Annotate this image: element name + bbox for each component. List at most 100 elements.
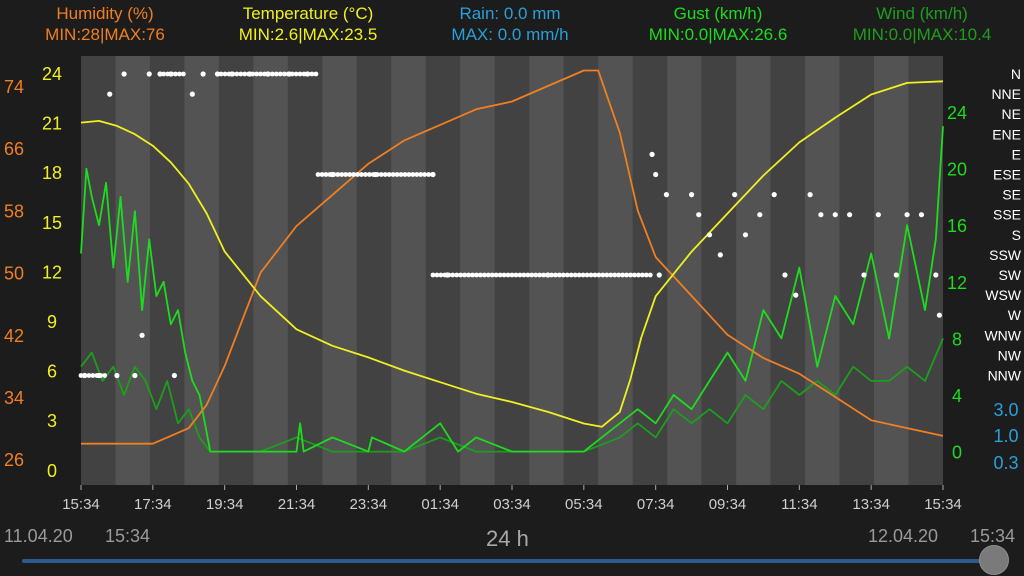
wind-direction-dot <box>285 71 291 77</box>
wind-direction-dot <box>370 172 376 177</box>
wind-direction-dot <box>517 272 523 278</box>
legend-temperature: Temperature (°C) MIN:2.6|MAX:23.5 <box>218 3 398 45</box>
wind-direction-dot <box>537 272 543 278</box>
wind-direction-dot <box>402 172 408 177</box>
series-line-temperature <box>80 80 944 428</box>
wind-direction-dot <box>262 71 267 77</box>
wind-direction-dot <box>454 272 460 278</box>
rain-minmax: MAX: 0.0 mm/h <box>451 25 569 44</box>
speed-tick-label: 12 <box>947 273 967 293</box>
plot-stripe <box>494 56 530 485</box>
temperature-tick-label: 9 <box>47 312 57 332</box>
wind-direction-dot <box>588 272 594 278</box>
wind-direction-dot <box>430 272 436 278</box>
direction-tick-label: NE <box>1002 106 1021 122</box>
wind-direction-dot <box>904 212 910 218</box>
plot-stripe <box>391 56 426 485</box>
wind-direction-dot <box>327 172 333 177</box>
wind-direction-dot <box>313 71 319 77</box>
plot-stripe <box>253 56 288 485</box>
wind-direction-dot <box>442 272 448 278</box>
humidity-tick-label: 26 <box>4 450 24 470</box>
wind-direction-dot <box>121 71 127 77</box>
plot-stripe <box>839 56 875 485</box>
temperature-tick-label: 15 <box>42 213 62 233</box>
wind-direction-dot <box>529 272 535 278</box>
wind-direction-dot <box>438 272 444 278</box>
wind-direction-dot <box>331 172 337 177</box>
wind-direction-dot <box>430 172 436 177</box>
wind-direction-dot <box>323 172 329 177</box>
wind-direction-dot <box>359 172 364 177</box>
wind-direction-dot <box>254 71 260 77</box>
wind-direction-dot <box>226 71 232 77</box>
plot-stripe <box>805 56 840 485</box>
wind-direction-dot <box>568 272 574 278</box>
wind-direction-dot <box>297 71 303 77</box>
wind-direction-dot <box>893 272 899 278</box>
wind-direction-dot <box>489 272 495 278</box>
wind-direction-dot <box>161 71 167 77</box>
wind-direction-dot <box>533 272 539 278</box>
time-slider-handle[interactable] <box>979 545 1009 575</box>
plot-stripe <box>81 56 116 485</box>
wind-direction-dot <box>132 372 138 379</box>
temperature-tick-label: 18 <box>42 163 62 183</box>
temperature-tick-label: 24 <box>42 64 62 84</box>
wind-direction-dot <box>114 372 120 379</box>
wind-direction-dot <box>450 272 456 278</box>
wind-direction-dot <box>146 71 152 77</box>
wind-direction-dot <box>266 71 271 77</box>
wind-direction-dot <box>620 272 626 278</box>
speed-tick-label: 4 <box>952 386 962 406</box>
wind-direction-dot <box>367 172 372 177</box>
wind-direction-dot <box>757 212 763 218</box>
legend-wind: Wind (km/h) MIN:0.0|MAX:10.4 <box>832 3 1012 45</box>
wind-direction-dot <box>343 172 349 177</box>
wind-direction-dot <box>553 272 558 278</box>
wind-direction-dot <box>933 272 939 278</box>
x-tick-label: 09:34 <box>709 496 747 513</box>
wind-direction-dot <box>525 272 531 278</box>
wind-direction-dot <box>656 272 662 278</box>
x-tick-label: 03:34 <box>493 496 531 513</box>
wind-direction-dot <box>250 71 256 77</box>
humidity-tick-label: 66 <box>4 139 24 159</box>
plot-stripe <box>529 56 564 485</box>
wind-direction-dot <box>398 172 404 177</box>
wind-direction-dot <box>696 212 702 218</box>
wind-direction-dot <box>177 71 182 77</box>
wind-direction-dot <box>549 272 554 278</box>
wind-direction-dot <box>169 71 174 77</box>
wind-direction-dot <box>875 212 881 218</box>
wind-direction-dot <box>485 272 491 278</box>
wind-direction-dot <box>289 71 295 77</box>
temperature-tick-label: 21 <box>42 114 62 134</box>
plot-stripe <box>563 56 599 485</box>
direction-tick-label: NW <box>998 347 1022 363</box>
wind-direction-dot <box>653 171 659 178</box>
wind-direction-dot <box>604 272 610 278</box>
rain-tick-label: 1.0 <box>993 426 1018 446</box>
wind-direction-dot <box>936 312 943 318</box>
wind-direction-dot <box>663 192 670 198</box>
wind-direction-dot <box>406 172 412 177</box>
time-slider-track[interactable] <box>22 559 994 563</box>
wind-title: Wind (km/h) <box>876 4 968 23</box>
x-tick-label: 07:34 <box>637 496 675 513</box>
wind-direction-dot <box>649 151 655 157</box>
plot-stripe <box>736 56 771 485</box>
wind-direction-dot <box>293 71 299 77</box>
wind-direction-dot <box>771 192 777 198</box>
wind-direction-dot <box>557 272 562 278</box>
wind-direction-dot <box>102 373 108 378</box>
wind-direction-dot <box>639 272 645 278</box>
wind-direction-dot <box>706 232 713 238</box>
wind-direction-dot <box>414 172 420 177</box>
humidity-minmax: MIN:28|MAX:76 <box>45 25 165 44</box>
wind-direction-dot <box>807 192 813 198</box>
wind-direction-dot <box>612 272 618 278</box>
wind-direction-dot <box>189 91 195 97</box>
direction-tick-label: SE <box>1002 187 1021 203</box>
wind-direction-dot <box>94 373 100 378</box>
